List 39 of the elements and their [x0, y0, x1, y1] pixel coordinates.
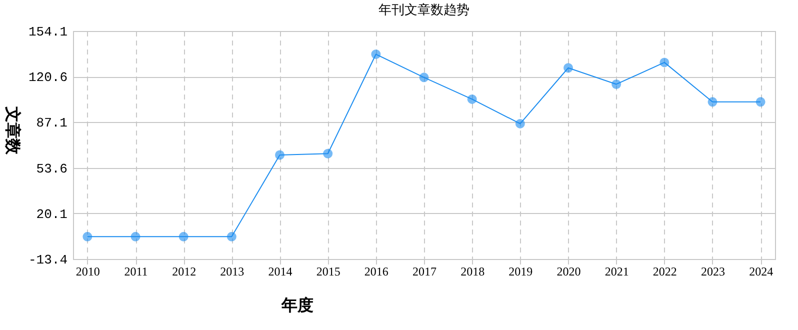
- x-tick-label: 2014: [268, 264, 292, 278]
- y-tick-label: 120.6: [28, 70, 68, 86]
- x-tick-label: 2018: [460, 264, 485, 278]
- point: [419, 72, 429, 82]
- y-tick-label: -13.4: [28, 252, 68, 268]
- chart-title: 年刊文章数趋势: [378, 2, 470, 17]
- y-tick-label: 20.1: [36, 206, 68, 222]
- x-tick-label: 2024: [749, 264, 774, 278]
- x-tick-label: 2010: [76, 264, 100, 278]
- point: [82, 232, 92, 242]
- x-tick-label: 2017: [412, 264, 436, 278]
- x-tick-label: 2011: [124, 264, 148, 278]
- x-tick-label: 2012: [172, 264, 196, 278]
- point: [660, 58, 670, 68]
- x-tick-label: 2013: [220, 264, 244, 278]
- y-tick-label: 87.1: [36, 116, 68, 131]
- point: [467, 94, 477, 104]
- point: [130, 232, 140, 242]
- y-axis-title: 文章数: [4, 106, 22, 156]
- x-tick-label: 2021: [604, 264, 629, 278]
- x-tick-label: 2016: [364, 264, 388, 278]
- point: [178, 232, 188, 242]
- point: [708, 97, 718, 107]
- point: [756, 97, 766, 107]
- x-tick-label: 2015: [316, 264, 340, 278]
- x-tick-label: 2020: [556, 264, 581, 278]
- y-tick-label: 53.6: [36, 161, 68, 176]
- point: [515, 118, 525, 128]
- point: [612, 79, 622, 89]
- point: [371, 50, 381, 60]
- x-tick-label: 2019: [508, 264, 533, 278]
- y-tick-label: 154.1: [28, 24, 68, 40]
- point: [275, 150, 284, 160]
- point: [564, 63, 573, 73]
- point: [323, 148, 333, 158]
- x-axis-title: 年度: [280, 296, 314, 314]
- x-tick-label: 2023: [700, 264, 725, 278]
- x-tick-label: 2022: [652, 264, 677, 278]
- point: [226, 232, 236, 242]
